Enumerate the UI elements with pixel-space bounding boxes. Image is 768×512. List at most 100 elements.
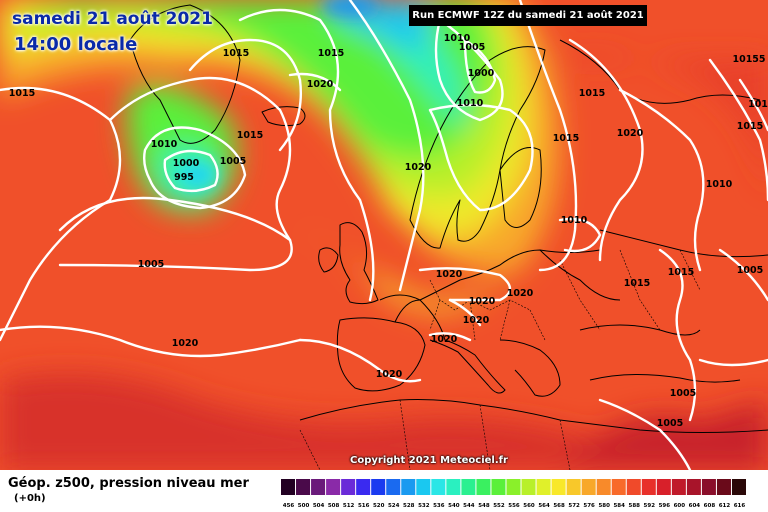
color-scale-swatch [371,479,386,495]
forecast-date-title: samedi 21 août 2021 [12,9,213,29]
color-scale-swatch [716,479,731,495]
legend-title: Géop. z500, pression niveau mer [8,476,249,491]
color-scale-swatch [296,479,311,495]
isobar-label: 1020 [469,296,496,307]
color-scale-swatch [281,479,296,495]
color-scale-label: 524 [388,503,400,509]
isobar-label: 1010 [444,33,471,44]
color-scale-label: 596 [659,503,671,509]
color-scale-label: 520 [373,503,385,509]
color-scale-swatch [401,479,416,495]
isobar-label: 1005 [459,42,485,53]
isobar-label: 1000 [468,68,495,79]
color-scale-swatch [701,479,716,495]
isobar-label: 1005 [670,388,696,399]
color-scale-swatch [386,479,401,495]
isobar-label: 10155 [732,54,765,65]
color-scale-label: 608 [704,503,716,509]
isobar-label: 1005 [657,418,683,429]
isobar-label: 1000 [173,158,200,169]
color-scale-swatch [581,479,596,495]
forecast-time-title: 14:00 locale [14,34,138,55]
color-scale-swatch [476,479,491,495]
color-scale-label: 580 [598,503,610,509]
isobar-label: 1020 [507,288,534,299]
color-scale-swatch [656,479,671,495]
isobar-label: 1015 [553,133,579,144]
color-scale-swatch [566,479,581,495]
color-scale-label: 568 [553,503,565,509]
color-scale-label: 576 [583,503,595,509]
isobar-label: 1020 [463,315,490,326]
isobar-label: 1005 [737,265,763,276]
color-scale-label: 604 [689,503,701,509]
color-scale-label: 588 [629,503,641,509]
isobar-label: 1015 [668,267,694,278]
color-scale-swatch [446,479,461,495]
color-scale-label: 544 [463,503,475,509]
color-scale-label: 548 [478,503,490,509]
color-scale-label: 516 [358,503,370,509]
color-scale-label: 592 [644,503,656,509]
color-scale-swatch [461,479,476,495]
geopotential-map: 1015 1015 1015 1020 1010 1005 1000 1010 … [0,0,768,470]
color-scale-label: 536 [433,503,445,509]
color-scale-swatch [686,479,701,495]
copyright-text: Copyright 2021 Meteociel.fr [350,455,508,466]
color-scale-label: 600 [674,503,686,509]
color-scale-swatch [551,479,566,495]
color-scale-swatch [416,479,431,495]
legend-subtitle: (+0h) [14,493,46,504]
isobar-label: 1015 [237,130,263,141]
isobar-label: 1020 [172,338,199,349]
color-scale-swatch [641,479,656,495]
color-scale-label: 456 [283,503,295,509]
color-scale-swatch [311,479,326,495]
coastlines [129,4,768,433]
color-scale-swatch [491,479,506,495]
isobar-label: 1010 [561,215,588,226]
color-scale-swatch [506,479,521,495]
isobar-label: 1015 [579,88,605,99]
isobar-label: 1020 [436,269,463,280]
color-scale-label: 584 [613,503,625,509]
isobar-label: 1015 [318,48,344,59]
isobar-label: 1015 [737,121,763,132]
color-scale-swatch [521,479,536,495]
color-scale-label: 500 [298,503,310,509]
color-scale-swatch [431,479,446,495]
color-scale-label: 572 [568,503,580,509]
color-scale-label: 528 [403,503,415,509]
color-scale-swatch [536,479,551,495]
color-scale-label: 612 [719,503,731,509]
isobar-label: 995 [174,172,194,183]
model-run-label: Run ECMWF 12Z du samedi 21 août 2021 [409,5,647,26]
isobar-label: 1015 [9,88,35,99]
isobar-label: 1005 [138,259,164,270]
isobar-label: 101 [748,99,768,110]
color-scale-label: 540 [448,503,460,509]
color-scale-label: 556 [508,503,520,509]
isobar-label: 1020 [431,334,458,345]
color-scale-label: 616 [734,503,746,509]
color-scale-label: 552 [493,503,505,509]
isobar-label: 1020 [307,79,334,90]
isobar-label: 1010 [706,179,733,190]
isobar-label: 1020 [617,128,644,139]
isobar-label: 1020 [376,369,403,380]
color-scale-swatch [356,479,371,495]
isobar-label: 1010 [151,139,178,150]
isobar-label: 1005 [220,156,246,167]
color-scale-label: 560 [523,503,535,509]
color-scale-swatch [731,479,746,495]
isobar-label: 1015 [624,278,650,289]
color-scale-label: 564 [538,503,550,509]
isobars [0,0,768,470]
color-scale-label: 504 [313,503,325,509]
z500-color-field [0,0,768,470]
isobar-labels: 1015 1015 1015 1020 1010 1005 1000 1010 … [9,33,768,429]
color-scale: 456 500 504 508 512 516 520 524 528 532 536 540 544 5… [281,479,746,509]
color-scale-swatch [326,479,341,495]
color-scale-swatch [626,479,641,495]
